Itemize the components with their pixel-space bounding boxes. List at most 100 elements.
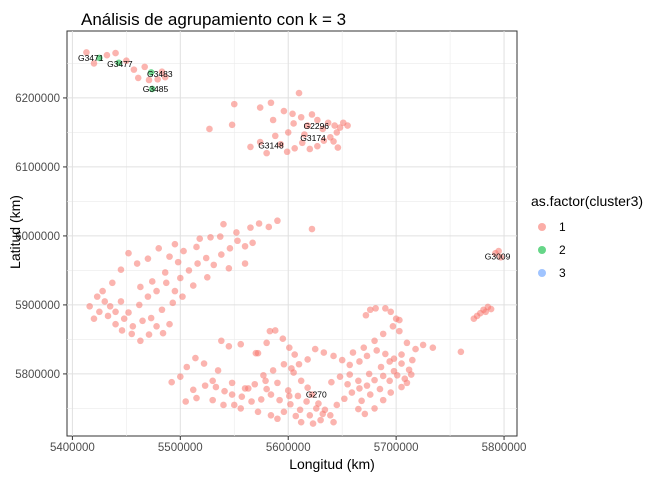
data-point-cluster-1 xyxy=(363,382,371,389)
data-point-cluster-1 xyxy=(133,260,141,267)
data-point-cluster-1 xyxy=(83,49,90,56)
data-point-cluster-1 xyxy=(168,378,175,386)
data-point-cluster-1 xyxy=(158,68,166,76)
data-point-cluster-1 xyxy=(291,144,298,152)
x-tick-label: 5400000 xyxy=(50,442,95,454)
legend-title: as.factor(cluster3) xyxy=(531,193,644,209)
data-point-cluster-1 xyxy=(247,224,254,231)
data-point-cluster-1 xyxy=(112,308,119,316)
data-point-cluster-1 xyxy=(159,329,167,337)
data-point-cluster-1 xyxy=(104,312,112,320)
data-point-cluster-1 xyxy=(267,391,275,398)
data-point-cluster-1 xyxy=(280,408,288,416)
data-point-cluster-1 xyxy=(289,110,296,118)
data-point-cluster-1 xyxy=(202,254,210,262)
data-point-cluster-1 xyxy=(409,356,416,364)
data-point-cluster-1 xyxy=(241,260,249,267)
data-point-cluster-1 xyxy=(225,343,233,350)
data-point-cluster-2 xyxy=(115,59,123,67)
data-point-cluster-1 xyxy=(112,49,119,57)
data-point-cluster-1 xyxy=(210,261,218,269)
data-point-cluster-1 xyxy=(262,377,269,385)
x-tick-label: 5500000 xyxy=(158,442,203,454)
legend-label-1: 1 xyxy=(559,219,566,234)
data-point-cluster-1 xyxy=(136,301,143,309)
data-point-cluster-1 xyxy=(372,305,379,312)
data-point-cluster-1 xyxy=(379,372,387,380)
data-point-cluster-1 xyxy=(99,287,106,295)
data-point-cluster-1 xyxy=(286,344,293,351)
point-label: G3148 xyxy=(258,141,284,151)
y-tick-label: 6200000 xyxy=(15,93,60,105)
point-label: G3471 xyxy=(78,53,104,63)
data-point-cluster-1 xyxy=(148,278,156,285)
data-point-cluster-1 xyxy=(379,330,387,338)
data-point-cluster-1 xyxy=(228,121,236,129)
data-point-cluster-1 xyxy=(334,144,342,151)
data-point-cluster-1 xyxy=(189,386,197,394)
data-point-cluster-1 xyxy=(308,111,316,118)
legend-label-3: 3 xyxy=(559,265,566,280)
data-point-cluster-1 xyxy=(336,124,344,131)
data-point-cluster-1 xyxy=(189,282,197,289)
data-point-cluster-1 xyxy=(254,408,262,416)
data-point-cluster-1 xyxy=(106,302,114,310)
data-point-cluster-1 xyxy=(214,367,222,374)
data-point-cluster-1 xyxy=(161,269,169,276)
data-point-cluster-1 xyxy=(371,376,378,384)
data-point-cluster-1 xyxy=(382,350,389,358)
data-point-cluster-1 xyxy=(137,283,144,291)
data-point-cluster-1 xyxy=(196,235,204,242)
point-label: G3477 xyxy=(107,59,133,69)
data-point-cluster-1 xyxy=(271,132,279,140)
y-tick-label: 5800000 xyxy=(15,369,60,381)
data-point-cluster-1 xyxy=(267,99,275,107)
data-point-cluster-1 xyxy=(304,356,311,363)
data-point-cluster-1 xyxy=(358,397,365,405)
data-point-cluster-1 xyxy=(221,387,228,395)
data-point-cluster-1 xyxy=(117,298,125,305)
chart-title: Análisis de agrupamiento con k = 3 xyxy=(81,10,347,29)
legend-dot-2 xyxy=(538,245,546,254)
point-label: G3485 xyxy=(143,84,169,94)
data-point-cluster-1 xyxy=(360,344,368,351)
data-point-cluster-1 xyxy=(371,337,378,345)
data-point-cluster-1 xyxy=(228,379,236,387)
legend-dot-3 xyxy=(538,268,546,277)
data-point-cluster-1 xyxy=(144,255,152,262)
data-point-cluster-1 xyxy=(336,373,344,380)
data-point-cluster-1 xyxy=(330,418,337,426)
data-point-cluster-1 xyxy=(158,306,166,314)
data-point-cluster-1 xyxy=(155,245,163,252)
data-point-cluster-1 xyxy=(161,73,169,81)
data-point-cluster-2 xyxy=(148,85,156,93)
data-point-cluster-1 xyxy=(137,337,144,345)
data-point-cluster-1 xyxy=(429,344,437,351)
data-point-cluster-1 xyxy=(291,351,298,358)
data-point-cluster-1 xyxy=(386,358,393,365)
data-point-cluster-1 xyxy=(216,233,224,240)
data-point-cluster-1 xyxy=(269,367,277,374)
data-point-cluster-1 xyxy=(296,406,304,414)
data-point-cluster-1 xyxy=(185,267,193,274)
data-point-cluster-1 xyxy=(269,116,277,124)
data-point-cluster-1 xyxy=(237,405,245,412)
data-point-cluster-1 xyxy=(234,237,241,245)
data-point-cluster-1 xyxy=(169,299,177,307)
data-point-cluster-1 xyxy=(297,377,305,385)
data-point-cluster-1 xyxy=(355,405,362,413)
data-point-cluster-1 xyxy=(177,373,184,380)
data-point-cluster-1 xyxy=(373,347,381,354)
data-point-cluster-1 xyxy=(153,287,160,295)
data-point-cluster-1 xyxy=(495,247,502,255)
data-point-cluster-1 xyxy=(182,398,190,405)
data-point-cluster-1 xyxy=(419,341,427,349)
data-point-cluster-1 xyxy=(482,308,490,316)
data-point-cluster-1 xyxy=(330,352,337,360)
data-point-cluster-1 xyxy=(396,327,403,335)
data-point-cluster-1 xyxy=(371,405,378,412)
data-point-cluster-1 xyxy=(338,356,346,364)
data-point-cluster-1 xyxy=(356,358,363,365)
